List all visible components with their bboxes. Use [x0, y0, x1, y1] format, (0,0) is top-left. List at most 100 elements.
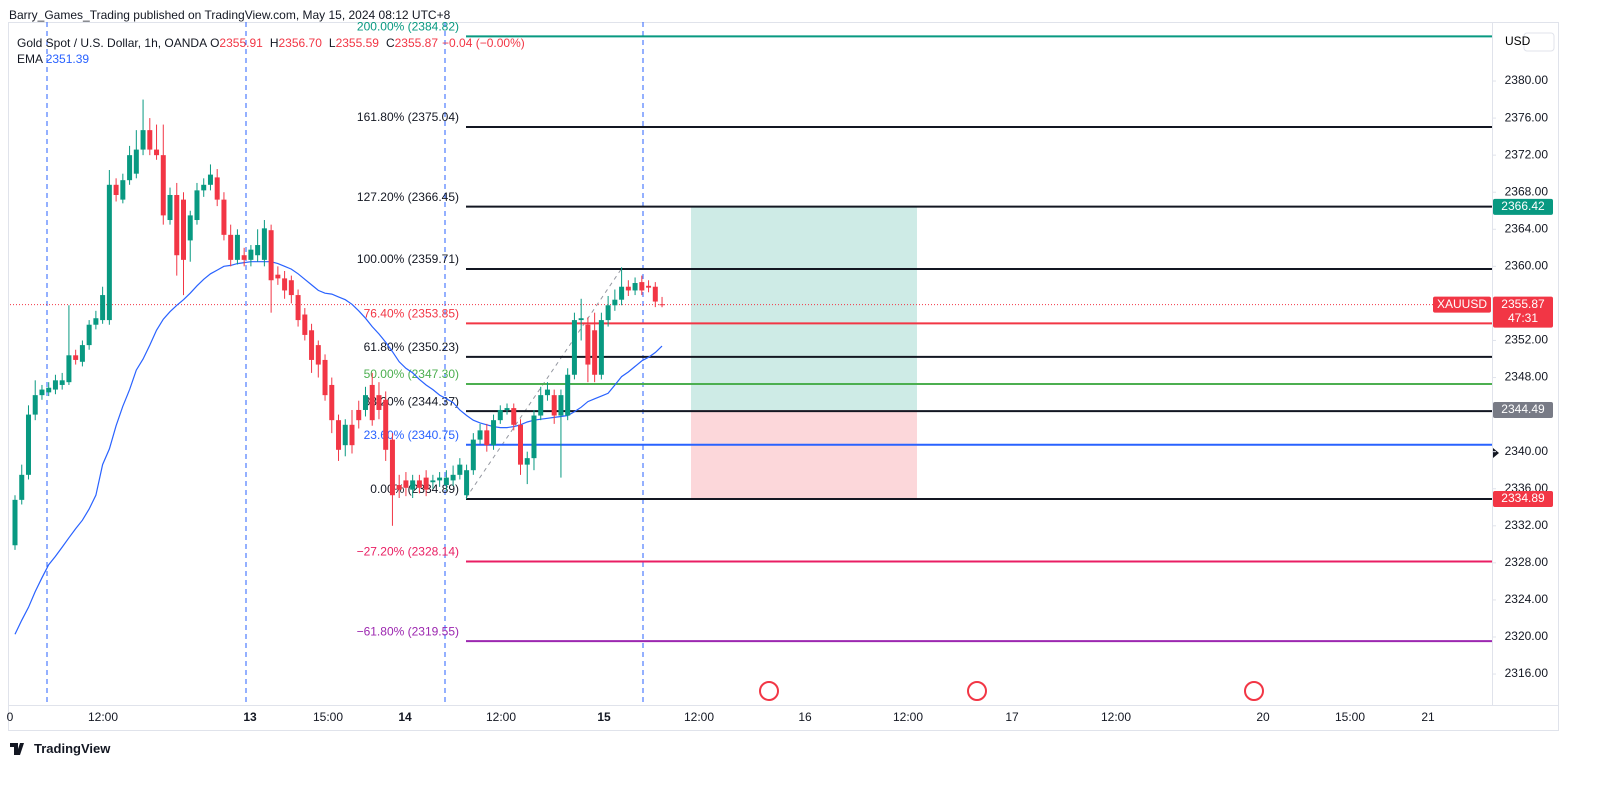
- candle-body: [518, 424, 523, 465]
- candle-body: [127, 155, 133, 181]
- candle-body: [659, 304, 665, 306]
- x-tick-label: 21: [1421, 710, 1435, 724]
- fib-label: 61.80% (2350.23): [364, 340, 459, 354]
- symbol: Gold Spot / U.S. Dollar, 1h, OANDA: [17, 36, 208, 50]
- event-icon[interactable]: [1244, 681, 1264, 701]
- candle-body: [396, 485, 402, 490]
- candle-body: [268, 230, 274, 281]
- y-tick-label: 2360.00: [1505, 259, 1549, 273]
- ticker-tag: XAUUSD: [1437, 297, 1487, 311]
- event-icon[interactable]: [967, 681, 987, 701]
- candle-body: [423, 477, 429, 490]
- candle-body: [356, 409, 362, 421]
- brand: TradingView: [34, 741, 111, 756]
- candle-body: [511, 408, 517, 425]
- ohlc-key: C: [385, 36, 395, 50]
- frame: [8, 22, 1559, 731]
- fib-label: 76.40% (2353.85): [364, 307, 459, 321]
- ohlc-value: 2356.70: [278, 36, 322, 50]
- fib-label: 127.20% (2366.45): [357, 190, 459, 204]
- logo: [10, 742, 25, 755]
- x-tick-label: 12:00: [1101, 710, 1131, 724]
- candle-body: [369, 384, 375, 421]
- candle-body: [133, 149, 139, 174]
- ema-name: EMA: [17, 52, 43, 66]
- candle-body: [646, 285, 652, 288]
- candle-body: [100, 295, 106, 321]
- candle-body: [86, 324, 92, 346]
- ohlc-value: 2355.91: [219, 36, 263, 50]
- legend-row: EMA 2351.39: [17, 51, 529, 67]
- y-tick-label: 2364.00: [1505, 221, 1549, 235]
- candle-body: [59, 380, 65, 385]
- candle-body: [585, 324, 591, 365]
- x-tick-label: 12:00: [684, 710, 714, 724]
- fib-label: 161.80% (2375.04): [357, 110, 459, 124]
- candle-body: [625, 286, 631, 291]
- candle-body: [214, 177, 220, 200]
- candle-body: [652, 286, 658, 302]
- ohlc-value: 2355.59: [335, 36, 379, 50]
- x-tick-label: 12:00: [88, 710, 118, 724]
- candle-body: [322, 359, 328, 396]
- candle-body: [612, 299, 618, 306]
- candle-body: [376, 395, 382, 410]
- event-icon[interactable]: [759, 681, 779, 701]
- candle-body: [181, 199, 186, 260]
- candle-body: [389, 439, 395, 496]
- candle-body: [416, 480, 422, 488]
- publisher: Barry_Games_Trading published on Trading…: [9, 8, 451, 22]
- candle-body: [342, 424, 348, 446]
- session-breaks: [46, 22, 644, 705]
- y-tick-label: 2328.00: [1505, 555, 1549, 569]
- price-tag: 2355.87: [1501, 297, 1545, 311]
- x-tick-label: 13: [243, 710, 257, 724]
- candle-body: [275, 274, 281, 279]
- loss-zone: [691, 410, 917, 500]
- y-tick-label: 2368.00: [1505, 184, 1549, 198]
- candle-body: [302, 314, 308, 335]
- candle-body: [464, 470, 470, 496]
- candle-body: [551, 395, 557, 416]
- candle-body: [437, 477, 443, 481]
- candle-body: [19, 474, 25, 500]
- profit-zone: [691, 206, 917, 411]
- candle-body: [619, 286, 625, 300]
- x-tick-label: 15:00: [313, 710, 343, 724]
- entry-tag-bg: [1493, 402, 1553, 419]
- candle-body: [261, 228, 267, 260]
- candle-body: [639, 282, 645, 291]
- candle-body: [592, 330, 598, 375]
- fib-label: 23.60% (2340.75): [364, 428, 459, 442]
- candle-body: [329, 384, 335, 421]
- y-tick-label: 2352.00: [1505, 333, 1549, 347]
- legend: Gold Spot / U.S. Dollar, 1h, OANDA O2355.…: [17, 35, 529, 67]
- candle-body: [605, 305, 611, 321]
- candle-body: [120, 180, 126, 200]
- x-tick-label: 12:00: [893, 710, 923, 724]
- ohlc-value: 2355.87: [394, 36, 439, 50]
- candle-body: [544, 389, 550, 396]
- y-tick-label: 2380.00: [1505, 73, 1549, 87]
- candle-body: [571, 320, 577, 375]
- candle-body: [484, 430, 490, 446]
- candle-body: [383, 399, 389, 450]
- countdown: 47:31: [1508, 311, 1538, 325]
- candle-body: [140, 130, 146, 150]
- ohlc-key: H: [269, 36, 279, 50]
- candle-body: [632, 283, 638, 291]
- currency-box: [1523, 32, 1555, 52]
- candle-body: [309, 330, 315, 360]
- candle-body: [450, 474, 456, 481]
- candle-body: [25, 414, 31, 475]
- candle-body: [288, 280, 294, 296]
- legend-row: Gold Spot / U.S. Dollar, 1h, OANDA O2355.…: [17, 35, 529, 51]
- candle-body: [248, 249, 254, 260]
- candle-body: [538, 395, 544, 416]
- fib-trend-line: [465, 267, 623, 499]
- y-tick-label: 2324.00: [1505, 592, 1549, 606]
- fib-label: 100.00% (2359.71): [357, 252, 459, 266]
- candle-body: [315, 345, 321, 365]
- y-tick-label: 2320.00: [1505, 629, 1549, 643]
- candle-body: [336, 420, 342, 450]
